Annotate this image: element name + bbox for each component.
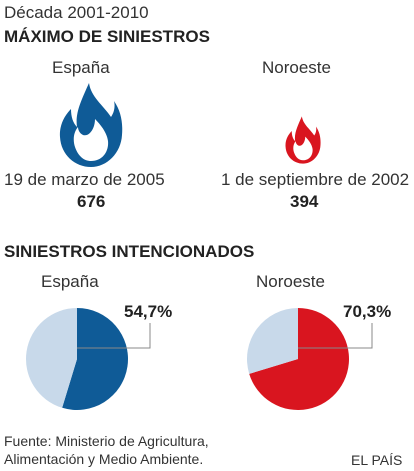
data-label-noroeste: 70,3% <box>343 302 392 321</box>
region-label-noroeste: Noroeste <box>262 58 331 77</box>
max-date-espana: 19 de marzo de 2005 <box>4 170 165 189</box>
pie-slice-espana-value <box>62 308 128 411</box>
max-date-noroeste: 1 de septiembre de 2002 <box>221 170 410 189</box>
source-line-1: Fuente: Ministerio de Agricultura, <box>4 433 209 449</box>
leader-line-noroeste <box>298 323 373 349</box>
source-note: Fuente: Ministerio de Agricultura, Alime… <box>4 432 209 468</box>
pie-slice-espana-rest <box>25 308 77 408</box>
pie-title-espana: España <box>41 272 99 291</box>
max-count-espana: 676 <box>77 192 106 211</box>
section-title-intentional-fires: SINIESTROS INTENCIONADOS <box>4 242 255 261</box>
flame-icon <box>285 116 321 164</box>
leader-line-espana <box>77 323 151 349</box>
flame-icon <box>59 83 123 167</box>
pie-slice-noroeste-value <box>249 308 350 411</box>
brand-logo-text: EL PAÍS <box>351 452 403 468</box>
max-count-noroeste: 394 <box>290 192 319 211</box>
source-line-2: Alimentación y Medio Ambiente. <box>4 451 204 467</box>
data-label-espana: 54,7% <box>124 302 173 321</box>
region-label-espana: España <box>52 58 110 77</box>
pie-title-noroeste: Noroeste <box>256 272 325 291</box>
pie-slice-noroeste-rest <box>247 308 298 374</box>
period-label: Década 2001-2010 <box>4 3 149 22</box>
section-title-max-fires: MÁXIMO DE SINIESTROS <box>4 27 210 46</box>
